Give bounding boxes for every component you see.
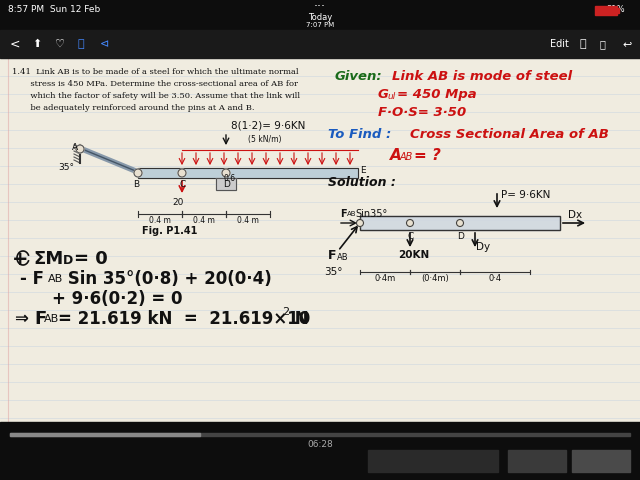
- Text: 8(1·2)= 9·6KN: 8(1·2)= 9·6KN: [231, 120, 305, 130]
- Text: 0·4m: 0·4m: [374, 274, 396, 283]
- Text: 8:57 PM  Sun 12 Feb: 8:57 PM Sun 12 Feb: [8, 5, 100, 14]
- Circle shape: [356, 219, 364, 227]
- Text: Sin35°: Sin35°: [355, 209, 387, 219]
- Text: Cross Sectional Area of AB: Cross Sectional Area of AB: [410, 128, 609, 141]
- Text: 0.6: 0.6: [223, 174, 235, 183]
- Text: = 450 Mpa: = 450 Mpa: [397, 88, 477, 101]
- Circle shape: [222, 169, 230, 177]
- Text: 35°: 35°: [324, 267, 342, 277]
- Text: 🗑: 🗑: [600, 39, 606, 49]
- Text: 0.4 m: 0.4 m: [149, 216, 171, 225]
- Bar: [138, 168, 358, 178]
- Text: To Find :: To Find :: [328, 128, 391, 141]
- Bar: [10, 433, 630, 436]
- Text: stress is 450 MPa. Determine the cross-sectional area of AB for: stress is 450 MPa. Determine the cross-s…: [12, 80, 298, 88]
- Text: Solution :: Solution :: [328, 176, 396, 189]
- Text: Sin 35°(0·8) + 20(0·4): Sin 35°(0·8) + 20(0·4): [62, 270, 272, 288]
- Text: Today: Today: [308, 13, 332, 23]
- Text: P= 9·6KN: P= 9·6KN: [501, 190, 550, 200]
- Circle shape: [178, 169, 186, 177]
- Text: AB: AB: [400, 152, 413, 162]
- Text: ΣM: ΣM: [33, 250, 63, 268]
- Text: Fig. P1.41: Fig. P1.41: [142, 226, 198, 236]
- Bar: [0, 30, 640, 58]
- Text: F·O·S= 3·50: F·O·S= 3·50: [378, 106, 467, 119]
- Text: F: F: [340, 209, 347, 219]
- Text: AB: AB: [337, 253, 349, 262]
- Text: A: A: [390, 148, 402, 163]
- Text: ⇒: ⇒: [14, 310, 28, 328]
- Bar: [0, 0, 640, 30]
- Text: 1.41  Link AB is to be made of a steel for which the ultimate normal: 1.41 Link AB is to be made of a steel fo…: [12, 68, 299, 76]
- Text: AB: AB: [347, 211, 356, 217]
- Bar: [0, 422, 640, 480]
- Text: <: <: [10, 37, 20, 50]
- Text: AB: AB: [44, 314, 60, 324]
- Text: 31%: 31%: [606, 5, 625, 14]
- Bar: [595, 6, 617, 15]
- Bar: [617, 8, 619, 13]
- Text: = 0: = 0: [74, 250, 108, 268]
- Text: + 9·6(0·2) = 0: + 9·6(0·2) = 0: [52, 290, 182, 308]
- Text: = ?: = ?: [414, 148, 441, 163]
- Bar: [216, 178, 236, 190]
- Text: ⏸: ⏸: [78, 39, 84, 49]
- Text: ⓘ: ⓘ: [580, 39, 587, 49]
- Text: ♡: ♡: [55, 39, 65, 49]
- Text: ⊲: ⊲: [100, 39, 109, 49]
- Text: F: F: [328, 249, 337, 262]
- Text: ···: ···: [314, 0, 326, 13]
- Text: 06:28: 06:28: [307, 440, 333, 449]
- Bar: [0, 58, 640, 422]
- Circle shape: [406, 219, 413, 227]
- Text: 7:07 PM: 7:07 PM: [306, 22, 334, 28]
- Text: 0·4: 0·4: [488, 274, 502, 283]
- Text: AB: AB: [48, 274, 63, 284]
- Text: Link AB is mode of steel: Link AB is mode of steel: [392, 70, 572, 83]
- Text: 0.4 m: 0.4 m: [193, 216, 215, 225]
- Text: 35°: 35°: [58, 163, 74, 172]
- Text: D: D: [223, 180, 230, 189]
- Text: ↩: ↩: [622, 39, 632, 49]
- Circle shape: [76, 145, 84, 153]
- Bar: [572, 450, 630, 472]
- Text: = 21.619 kN  =  21.619×10: = 21.619 kN = 21.619×10: [58, 310, 310, 328]
- Text: ul: ul: [387, 92, 396, 101]
- Text: 0.4 m: 0.4 m: [237, 216, 259, 225]
- Bar: [360, 216, 560, 230]
- Text: +: +: [12, 250, 29, 269]
- Circle shape: [134, 169, 142, 177]
- Bar: [508, 450, 566, 472]
- Bar: [360, 216, 560, 230]
- Bar: [368, 450, 498, 472]
- Text: D: D: [63, 254, 73, 267]
- Text: C: C: [407, 232, 413, 241]
- Bar: [138, 168, 358, 178]
- Text: Given:: Given:: [335, 70, 383, 83]
- Bar: [216, 178, 236, 190]
- Text: 2: 2: [282, 307, 289, 317]
- Text: C: C: [179, 180, 185, 189]
- Text: E: E: [360, 166, 365, 175]
- Text: which the factor of safety will be 3.50. Assume that the link will: which the factor of safety will be 3.50.…: [12, 92, 300, 100]
- Text: ⬆: ⬆: [32, 39, 42, 49]
- Text: G: G: [378, 88, 389, 101]
- Text: F: F: [34, 310, 46, 328]
- Text: D: D: [457, 232, 464, 241]
- Text: Dy: Dy: [476, 242, 490, 252]
- Text: A: A: [72, 143, 78, 152]
- Text: - F: - F: [20, 270, 44, 288]
- Text: 20: 20: [172, 198, 184, 207]
- Text: Edit: Edit: [550, 39, 569, 49]
- Text: N: N: [289, 310, 308, 328]
- Text: 20KN: 20KN: [398, 250, 429, 260]
- Text: Dx: Dx: [568, 210, 582, 220]
- Text: be adequately reinforced around the pins at A and B.: be adequately reinforced around the pins…: [12, 104, 255, 112]
- Bar: [10, 433, 200, 436]
- Circle shape: [456, 219, 463, 227]
- Text: (0·4m): (0·4m): [421, 274, 449, 283]
- Text: B: B: [133, 180, 139, 189]
- Text: (5 kN/m): (5 kN/m): [248, 135, 282, 144]
